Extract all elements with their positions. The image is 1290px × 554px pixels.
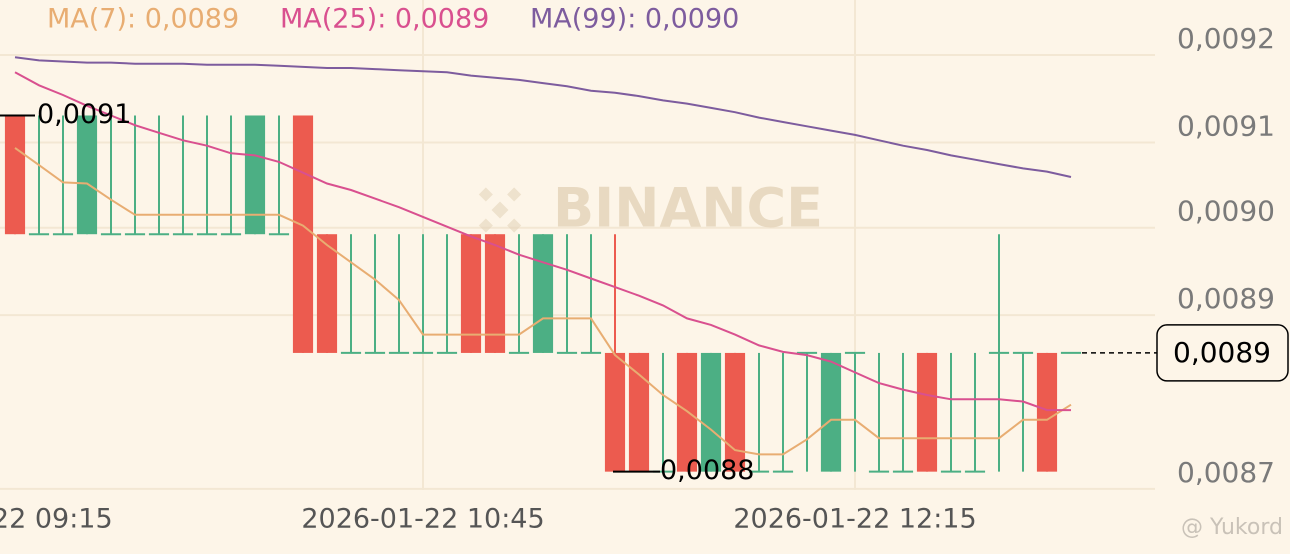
- ma-line: [14, 147, 1072, 456]
- x-tick-label: 2026-01-22 09:15: [0, 504, 113, 535]
- last-price-label: 0,0089: [1173, 336, 1271, 369]
- x-tick-label: 2026-01-22 10:45: [301, 504, 544, 535]
- y-tick-label: 0,0089: [1177, 282, 1275, 315]
- y-tick-label: 0,0092: [1177, 22, 1275, 55]
- candle-body: [1036, 352, 1058, 472]
- candle-body: [244, 115, 266, 235]
- low-marker-label: 0,0088: [660, 455, 754, 486]
- last-price-box: [1156, 324, 1289, 382]
- y-tick-label: 0,0091: [1177, 109, 1275, 142]
- credit: @ Yukord: [1181, 515, 1283, 540]
- candle-body: [316, 234, 338, 353]
- legend-entry: MA(25): 0,0089: [280, 4, 489, 35]
- candle-body: [532, 234, 554, 353]
- legend-entry: MA(7): 0,0089: [47, 4, 239, 35]
- candle-body: [76, 115, 98, 235]
- candle-body: [292, 115, 314, 353]
- candle-body: [460, 234, 482, 353]
- y-tick-label: 0,0087: [1177, 456, 1275, 489]
- legend-entry: MA(99): 0,0090: [530, 4, 739, 35]
- candle-body: [820, 352, 842, 472]
- ma-line: [14, 71, 1071, 412]
- candle-body: [700, 352, 722, 472]
- candle-body: [628, 352, 650, 472]
- candle-body: [604, 352, 626, 472]
- watermark: BINANCE: [553, 177, 823, 240]
- candle-body: [916, 352, 938, 472]
- candle-body: [4, 115, 26, 235]
- high-marker-label: 0,0091: [37, 99, 131, 130]
- y-tick-label: 0,0090: [1177, 195, 1275, 228]
- candle-body: [724, 352, 746, 472]
- plot: [4, 56, 1082, 473]
- x-tick-label: 2026-01-22 12:15: [733, 504, 976, 535]
- candle-body: [484, 234, 506, 353]
- ma-line: [14, 56, 1072, 178]
